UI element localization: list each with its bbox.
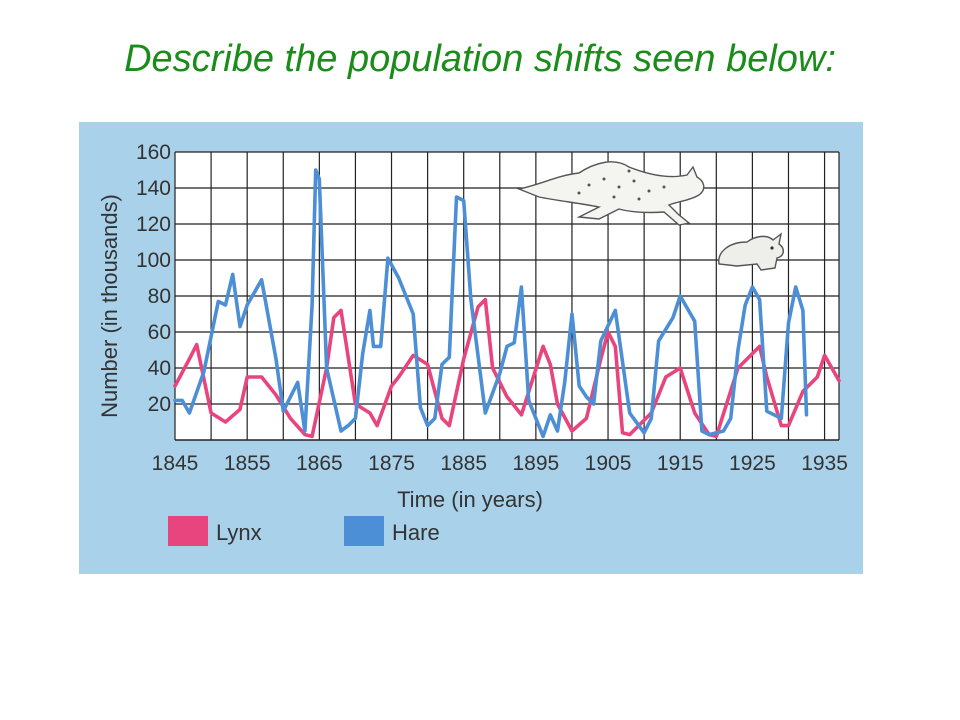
x-tick-label: 1855	[224, 452, 271, 475]
y-tick-label: 80	[148, 285, 171, 308]
legend: Lynx Hare	[168, 516, 440, 546]
legend-label-hare: Hare	[392, 520, 440, 545]
lynx-hare-chart: 20 40 60 80 100 120 140 160 1845 1855 1865 1875 1885…	[97, 141, 848, 546]
y-axis-label: Number (in thousands)	[97, 194, 122, 418]
x-tick-label: 1905	[585, 452, 632, 475]
hare-illustration	[718, 232, 784, 271]
y-tick-label: 20	[148, 393, 171, 416]
chart-panel: 20 40 60 80 100 120 140 160 1845 1855 1865 1875 1885…	[79, 122, 863, 574]
legend-swatch-hare	[344, 516, 384, 546]
series-line-hare	[173, 168, 809, 439]
legend-swatch-lynx	[168, 516, 208, 546]
y-tick-label: 60	[148, 321, 171, 344]
x-tick-label: 1895	[513, 452, 560, 475]
lynx-illustration	[516, 161, 705, 226]
x-tick-label: 1875	[368, 452, 415, 475]
x-tick-label: 1885	[440, 452, 487, 475]
slide-title: Describe the population shifts seen belo…	[124, 38, 836, 80]
x-tick-label: 1925	[729, 452, 776, 475]
y-tick-label: 160	[136, 141, 171, 164]
x-tick-label: 1845	[152, 452, 199, 475]
x-tick-label: 1915	[657, 452, 704, 475]
y-tick-label: 100	[136, 249, 171, 272]
x-tick-label: 1865	[296, 452, 343, 475]
y-tick-label: 120	[136, 213, 171, 236]
series-layer	[173, 168, 841, 439]
x-tick-label: 1935	[801, 452, 848, 475]
y-tick-label: 40	[148, 357, 171, 380]
legend-label-lynx: Lynx	[216, 520, 262, 545]
grid	[174, 151, 840, 441]
y-tick-label: 140	[136, 177, 171, 200]
x-axis-label: Time (in years)	[397, 487, 543, 512]
tick-labels: 20 40 60 80 100 120 140 160 1845 1855 1865 1875 1885…	[136, 141, 848, 475]
